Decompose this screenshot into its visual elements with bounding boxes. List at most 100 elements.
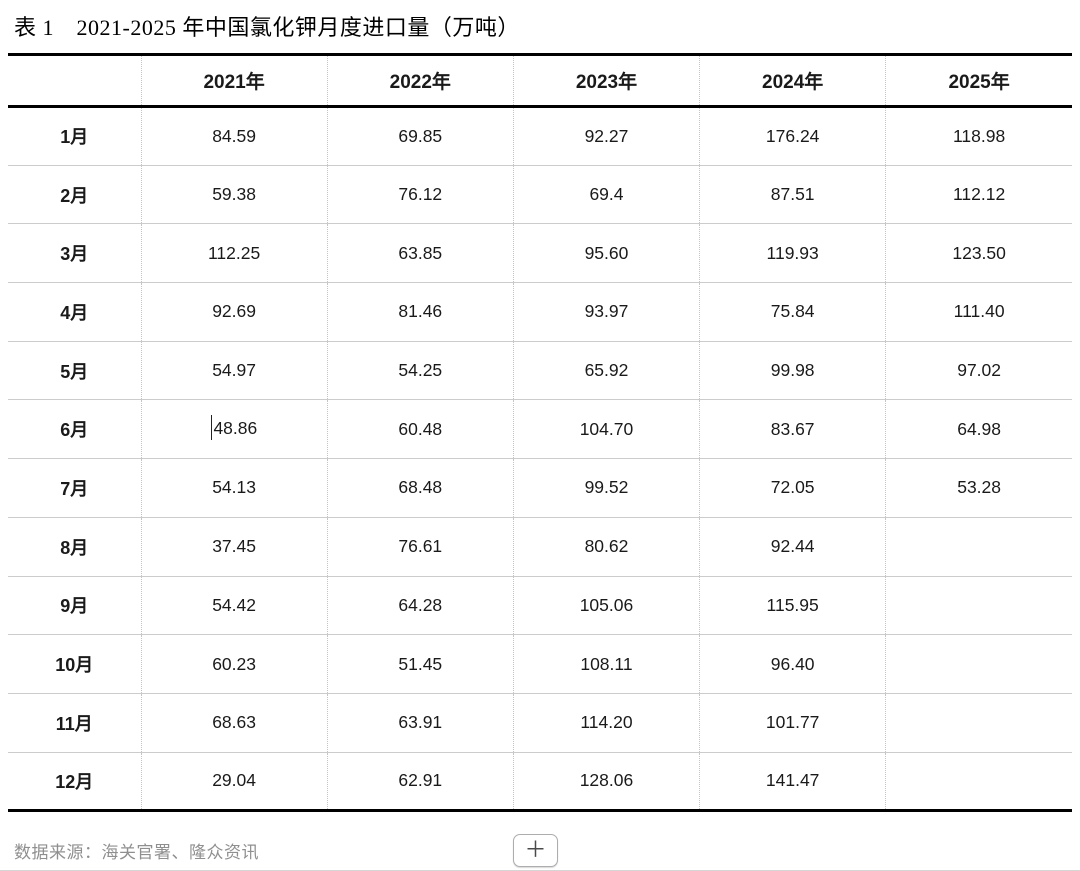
value-cell: 68.48 — [326, 458, 514, 518]
value-cell — [885, 634, 1072, 694]
value-cell: 92.27 — [512, 106, 700, 166]
table-header-row: 2021年 2022年 2023年 2024年 2025年 — [8, 54, 1072, 108]
value-cell: 92.44 — [699, 516, 886, 576]
value-cell: 75.84 — [699, 282, 886, 342]
value-cell: 93.97 — [512, 282, 700, 342]
footer-bar: 数据来源：海关官署、隆众资讯 ＋ — [14, 834, 1066, 867]
table-title: 表 1 2021-2025 年中国氯化钾月度进口量（万吨） — [14, 15, 520, 40]
value-cell: 97.02 — [885, 340, 1072, 400]
value-cell — [885, 516, 1072, 576]
table-row: 12月 29.04 62.91 128.06 141.47 — [8, 751, 1072, 811]
value-cell — [885, 751, 1072, 811]
column-header-year: 2021年 — [140, 54, 328, 108]
column-header-year: 2023年 — [512, 54, 700, 108]
value-cell: 48.86 — [140, 399, 328, 459]
value-cell: 87.51 — [699, 164, 886, 224]
value-cell: 29.04 — [140, 751, 328, 811]
value-cell — [885, 692, 1072, 753]
table-row: 5月 54.97 54.25 65.92 99.98 97.02 — [8, 340, 1072, 400]
table-row: 6月 48.86 60.48 104.70 83.67 64.98 — [8, 399, 1072, 459]
row-label: 12月 — [8, 751, 141, 811]
value-cell: 101.77 — [699, 692, 886, 753]
table-row: 9月 54.42 64.28 105.06 115.95 — [8, 575, 1072, 635]
value-cell: 176.24 — [699, 106, 886, 166]
table-head: 2021年 2022年 2023年 2024年 2025年 — [8, 54, 1072, 108]
value-cell: 105.06 — [512, 575, 700, 635]
value-cell: 128.06 — [512, 751, 700, 811]
row-label: 8月 — [8, 516, 141, 576]
value-cell: 54.97 — [140, 340, 328, 400]
data-source-note: 数据来源：海关官署、隆众资讯 — [14, 843, 259, 862]
row-label: 5月 — [8, 340, 141, 400]
value-cell: 62.91 — [326, 751, 514, 811]
value-cell: 64.98 — [885, 399, 1072, 459]
table-body: 1月 84.59 69.85 92.27 176.24 118.98 2月 59.38 76.1… — [8, 106, 1072, 811]
value-cell: 95.60 — [512, 223, 700, 283]
table-row: 11月 68.63 63.91 114.20 101.77 — [8, 692, 1072, 753]
value-cell: 59.38 — [140, 164, 328, 224]
value-cell: 112.12 — [885, 164, 1072, 224]
column-header-month — [8, 54, 141, 108]
value-cell: 69.4 — [512, 164, 700, 224]
value-cell — [885, 575, 1072, 635]
row-label: 1月 — [60, 127, 89, 148]
value-cell: 54.13 — [140, 458, 328, 518]
value-cell: 76.12 — [326, 164, 514, 224]
value-cell: 76.61 — [326, 516, 514, 576]
plus-icon: ＋ — [524, 837, 547, 863]
row-label: 10月 — [8, 634, 141, 694]
column-header-year: 2022年 — [326, 54, 514, 108]
value-cell: 123.50 — [885, 223, 1072, 283]
value-cell: 104.70 — [512, 399, 700, 459]
value-cell: 72.05 — [699, 458, 886, 518]
table-row: 2月 59.38 76.12 69.4 87.51 112.12 — [8, 164, 1072, 224]
value-cell: 80.62 — [512, 516, 700, 576]
value-cell: 37.45 — [140, 516, 328, 576]
value-cell: 63.85 — [326, 223, 514, 283]
value-cell: 99.98 — [699, 340, 886, 400]
row-label: 7月 — [8, 458, 141, 518]
import-table-container: 2021年 2022年 2023年 2024年 2025年 1月 84.59 69.85 92… — [8, 53, 1072, 813]
table-row: 10月 60.23 51.45 108.11 96.40 — [8, 634, 1072, 694]
value-cell: 60.23 — [140, 634, 328, 694]
value-cell: 64.28 — [326, 575, 514, 635]
value-cell: 114.20 — [512, 692, 700, 753]
value-cell: 118.98 — [885, 106, 1072, 166]
table-row: 4月 92.69 81.46 93.97 75.84 111.40 — [8, 282, 1072, 342]
table-row: 1月 84.59 69.85 92.27 176.24 118.98 — [8, 106, 1072, 166]
value-cell: 69.85 — [326, 106, 514, 166]
table-row: 3月 112.25 63.85 95.60 119.93 123.50 — [8, 223, 1072, 283]
row-label: 3月 — [8, 223, 141, 283]
table-row: 8月 37.45 76.61 80.62 92.44 — [8, 516, 1072, 576]
column-header-year: 2024年 — [699, 54, 886, 108]
value-cell: 81.46 — [326, 282, 514, 342]
value-cell: 92.69 — [140, 282, 328, 342]
table-row: 7月 54.13 68.48 99.52 72.05 53.28 — [8, 458, 1072, 518]
row-label: 2月 — [8, 164, 141, 224]
row-label: 9月 — [8, 575, 141, 635]
value-cell: 68.63 — [140, 692, 328, 753]
value-cell: 111.40 — [885, 282, 1072, 342]
value-cell: 83.67 — [699, 399, 886, 459]
value-cell: 54.25 — [326, 340, 514, 400]
value-cell: 84.59 — [140, 106, 328, 166]
value-cell: 51.45 — [326, 634, 514, 694]
value-cell: 112.25 — [140, 223, 328, 283]
value-cell: 60.48 — [326, 399, 514, 459]
value-cell: 141.47 — [699, 751, 886, 811]
value-cell: 63.91 — [326, 692, 514, 753]
import-data-table: 2021年 2022年 2023年 2024年 2025年 1月 84.59 69.85 92… — [8, 53, 1072, 813]
value-cell: 119.93 — [699, 223, 886, 283]
value-cell: 53.28 — [885, 458, 1072, 518]
row-label: 11月 — [8, 692, 141, 753]
value-cell: 115.95 — [699, 575, 886, 635]
row-label: 4月 — [8, 282, 141, 342]
value-cell: 99.52 — [512, 458, 700, 518]
add-button[interactable]: ＋ — [513, 834, 558, 867]
value-cell: 54.42 — [140, 575, 328, 635]
column-header-year: 2025年 — [885, 54, 1072, 108]
value-cell: 65.92 — [512, 340, 700, 400]
row-label: 6月 — [8, 399, 141, 459]
value-cell: 108.11 — [512, 634, 700, 694]
